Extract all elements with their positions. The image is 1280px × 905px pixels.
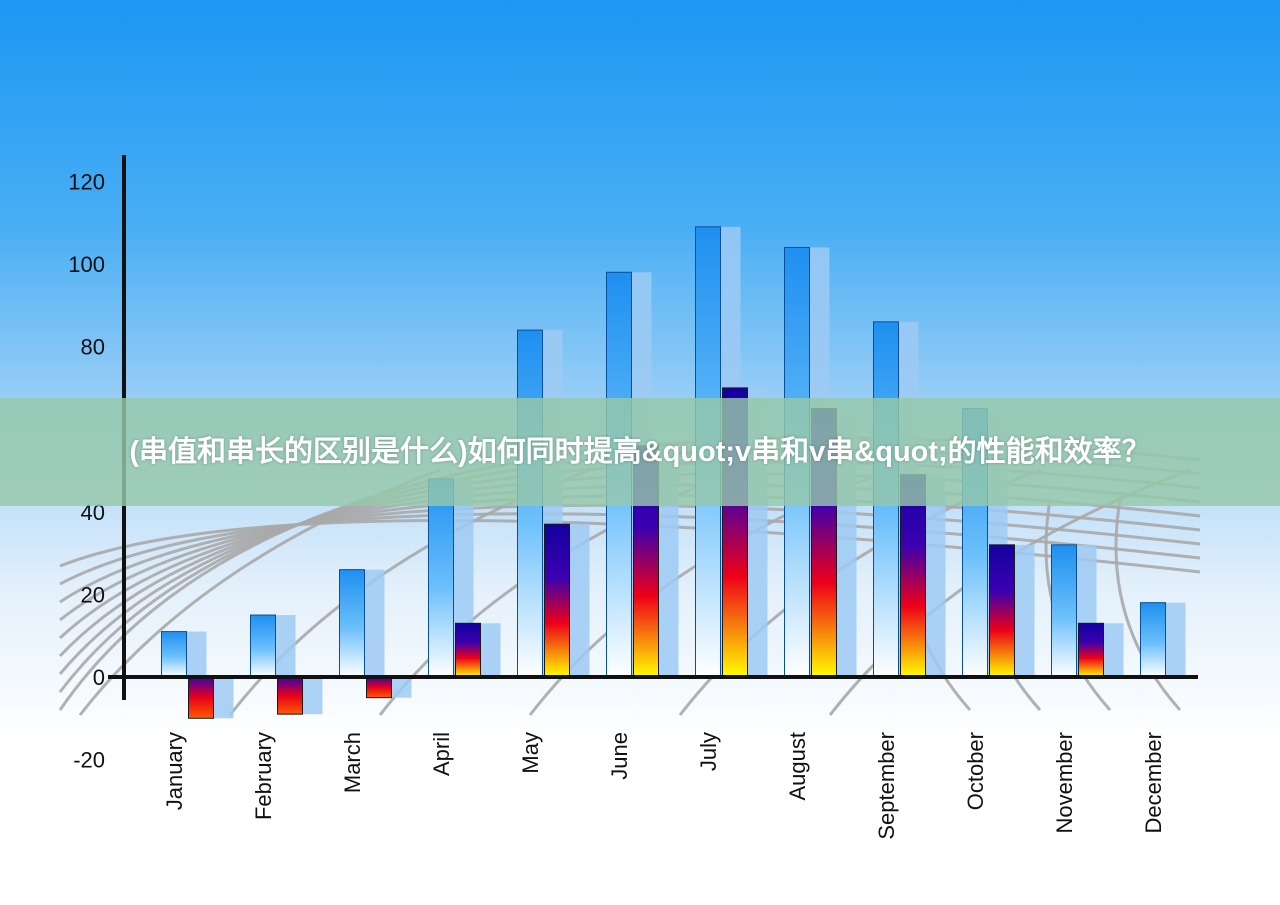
- bar-blue-november: [1051, 544, 1077, 678]
- y-tick-label: 100: [68, 252, 105, 277]
- y-tick-label: 120: [68, 169, 105, 194]
- x-tick-label: January: [162, 732, 187, 810]
- bar-blue-january: [161, 631, 187, 678]
- y-tick-label: 20: [81, 582, 105, 607]
- bar-heat-may: [544, 523, 570, 678]
- bar-blue-february: [250, 614, 276, 678]
- x-tick-label: September: [874, 732, 899, 840]
- bar-heat-november: [1078, 622, 1104, 678]
- title-banner: (串值和串长的区别是什么)如何同时提高&quot;v串和v串&quot;的性能和…: [0, 398, 1280, 506]
- bar-heat-shadow-march: [386, 677, 412, 698]
- bar-heat-january: [188, 676, 214, 719]
- x-tick-label: February: [251, 732, 276, 820]
- bar-blue-april: [428, 478, 454, 678]
- x-tick-label: October: [963, 732, 988, 810]
- bar-blue-december: [1140, 602, 1166, 678]
- y-tick-label: 0: [93, 665, 105, 690]
- x-tick-label: August: [785, 732, 810, 801]
- x-tick-label: November: [1052, 732, 1077, 833]
- bar-heat-february: [277, 676, 303, 715]
- x-tick-label: December: [1141, 732, 1166, 833]
- y-tick-label: -20: [73, 748, 105, 773]
- bar-heat-april: [455, 622, 481, 678]
- bar-heat-march: [366, 676, 392, 699]
- bar-blue-march: [339, 569, 365, 678]
- banner-text: (串值和串长的区别是什么)如何同时提高&quot;v串和v串&quot;的性能和…: [129, 436, 1151, 468]
- x-tick-label: June: [607, 732, 632, 780]
- bar-heat-september: [900, 474, 926, 678]
- x-tick-label: July: [696, 732, 721, 771]
- x-tick-label: April: [429, 732, 454, 776]
- bar-heat-october: [989, 544, 1015, 678]
- y-tick-label: 80: [81, 335, 105, 360]
- x-tick-label: March: [340, 732, 365, 793]
- x-tick-label: May: [518, 732, 543, 774]
